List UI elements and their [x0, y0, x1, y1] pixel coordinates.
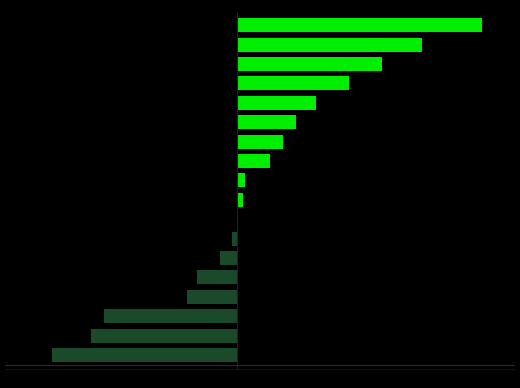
Bar [231, 232, 237, 246]
Bar [187, 290, 237, 304]
Bar [91, 329, 237, 343]
Bar [237, 96, 316, 110]
Bar [237, 57, 382, 71]
Bar [237, 76, 349, 90]
Bar [237, 154, 270, 168]
Bar [197, 270, 237, 284]
Bar [237, 193, 243, 207]
Bar [237, 135, 283, 149]
Bar [237, 38, 422, 52]
Bar [105, 309, 237, 323]
Bar [237, 173, 245, 187]
Bar [237, 115, 296, 129]
Bar [220, 251, 237, 265]
Bar [237, 18, 482, 32]
Bar [51, 348, 237, 362]
